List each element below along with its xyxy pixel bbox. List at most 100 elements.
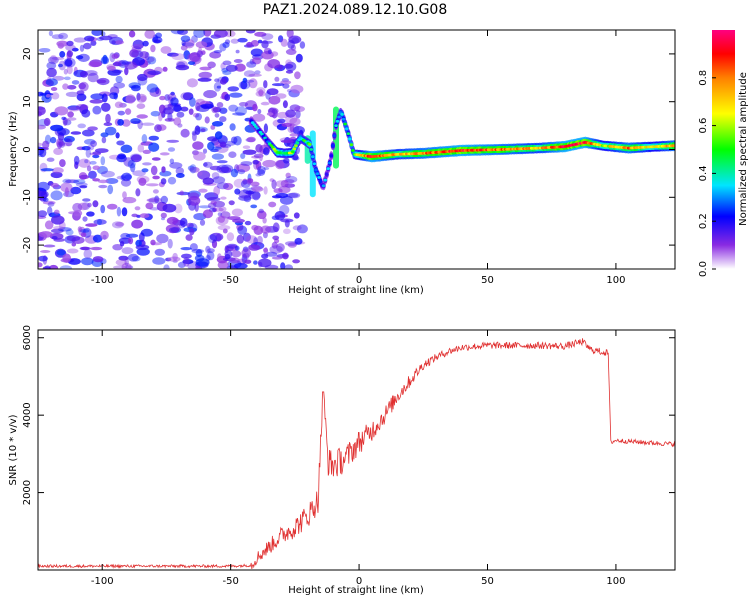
spectrogram-noise-blob — [172, 252, 178, 261]
spectrogram-noise-blob — [280, 139, 294, 143]
spectrogram-noise-blob — [101, 136, 107, 144]
spectrogram-noise-blob — [121, 262, 132, 269]
spectrogram-ridge-core — [314, 168, 318, 172]
spectrogram-noise-blob — [271, 256, 283, 260]
spectrogram-noise-blob — [88, 170, 97, 179]
spectrogram-noise-blob — [92, 256, 104, 263]
spectrogram-noise-blob — [261, 33, 274, 40]
spectrogram-noise-blob — [253, 260, 258, 265]
spectrogram-noise-blob — [246, 178, 252, 185]
spectrogram-noise-blob — [234, 106, 247, 116]
spectrogram-noise-blob — [75, 55, 84, 60]
spectrogram-noise-blob — [81, 146, 91, 151]
spectrogram-noise-blob — [237, 37, 248, 43]
spectrogram-noise-blob — [284, 63, 294, 69]
spectrogram-ridge-core — [329, 154, 334, 158]
spectrogram-noise-blob — [280, 80, 292, 85]
spectrogram-noise-blob — [57, 227, 72, 232]
spectrogram-noise-blob — [46, 67, 57, 78]
colorbar-tick-label: 0.6 — [698, 118, 709, 134]
spectrogram-noise-blob — [181, 253, 192, 259]
spectrogram-noise-blob — [162, 203, 177, 213]
spectrogram-noise-blob — [200, 103, 214, 109]
spectrogram-noise-blob — [285, 48, 297, 56]
spectrogram-noise-blob — [175, 173, 185, 178]
spectrogram-noise-blob — [54, 106, 69, 116]
spectrogram-noise-blob — [217, 212, 223, 217]
spectrogram-noise-blob — [227, 86, 240, 92]
spectrogram-noise-blob — [86, 165, 92, 172]
spectrogram-noise-blob — [203, 162, 208, 167]
spectrogram-noise-blob — [256, 87, 266, 94]
spectrogram-noise-blob — [228, 200, 235, 206]
spectrogram-noise-blob — [138, 177, 147, 186]
spectrogram-noise-blob — [206, 197, 221, 202]
spectrogram-noise-blob — [125, 108, 132, 115]
spectrogram-noise-blob — [287, 39, 295, 49]
spectrogram-noise-blob — [209, 165, 222, 171]
spectrogram-noise-blob — [179, 217, 188, 227]
spectrogram-noise-blob — [273, 188, 283, 194]
spectrogram-noise-blob — [136, 114, 148, 119]
spectrogram-noise-blob — [256, 235, 263, 245]
spectrogram-noise-blob — [106, 203, 118, 210]
spectrogram-noise-blob — [142, 40, 149, 47]
spectrogram-noise-blob — [159, 170, 172, 177]
spectrogram-noise-blob — [150, 44, 156, 53]
spectrogram-noise-blob — [167, 147, 176, 152]
spectrogram-noise-blob — [272, 235, 280, 240]
spectrogram-noise-blob — [150, 239, 156, 246]
spectrogram-noise-blob — [180, 45, 188, 51]
spectrogram-ridge-core — [334, 124, 338, 127]
spectrogram-noise-blob — [282, 100, 288, 109]
spectrogram-noise-blob — [111, 40, 116, 45]
spectrogram-noise-blob — [210, 124, 216, 130]
spectrogram-noise-blob — [121, 247, 134, 255]
spectrogram-noise-blob — [125, 233, 139, 238]
spectrogram-noise-blob — [131, 44, 144, 49]
spectrogram-noise-blob — [142, 162, 152, 166]
spectrogram-noise-blob — [214, 113, 220, 118]
spectrogram-noise-blob — [272, 222, 280, 233]
spectrogram-noise-blob — [103, 122, 113, 127]
spectrogram-noise-blob — [86, 211, 95, 217]
spectrogram-noise-blob — [73, 179, 86, 185]
y-tick-label: 2000 — [22, 480, 33, 505]
spectrogram-noise-blob — [92, 154, 100, 159]
spectrogram-noise-blob — [58, 140, 66, 148]
spectrogram-noise-blob — [198, 71, 213, 79]
spectrogram-noise-blob — [131, 213, 138, 218]
spectrogram-noise-blob — [207, 248, 215, 254]
spectrogram-noise-blob — [234, 63, 246, 72]
spectrogram-noise-blob — [243, 79, 255, 83]
spectrogram-x-ticks: -100 -50 0 50 100 — [91, 30, 625, 286]
spectrogram-noise-blob — [216, 164, 230, 174]
spectrogram-noise-blob — [240, 161, 253, 166]
spectrogram-noise-blob — [131, 219, 144, 229]
spectrogram-noise-blob — [299, 41, 306, 49]
spectrogram-noise-blob — [237, 169, 246, 175]
spectrogram-noise-blob — [100, 56, 110, 65]
spectrogram-noise-blob — [262, 159, 277, 168]
spectrogram-noise-blob — [244, 259, 252, 264]
spectrogram-noise-blob — [208, 234, 217, 244]
spectrogram-noise-blob — [67, 85, 77, 90]
spectrogram-noise-blob — [231, 250, 242, 258]
spectrogram-noise-blob — [87, 72, 99, 83]
spectrogram-noise-blob — [54, 209, 60, 215]
x-tick-label: -50 — [222, 576, 238, 587]
spectrogram-y-ticks: -20 -10 0 10 20 — [22, 48, 675, 253]
x-tick-label: -100 — [91, 275, 114, 286]
spectrogram-noise-blob — [58, 60, 66, 71]
spectrogram-noise-blob — [252, 103, 258, 112]
spectrogram-ridge-core — [331, 144, 335, 148]
spectrogram-noise-blob — [75, 104, 89, 111]
spectrogram-noise-blob — [210, 200, 217, 205]
spectrogram-noise-blob — [216, 102, 224, 108]
spectrogram-noise-blob — [191, 55, 201, 63]
spectrogram-noise-blob — [66, 235, 81, 242]
spectrogram-noise-blob — [262, 217, 267, 224]
spectrogram-noise-blob — [89, 99, 104, 104]
